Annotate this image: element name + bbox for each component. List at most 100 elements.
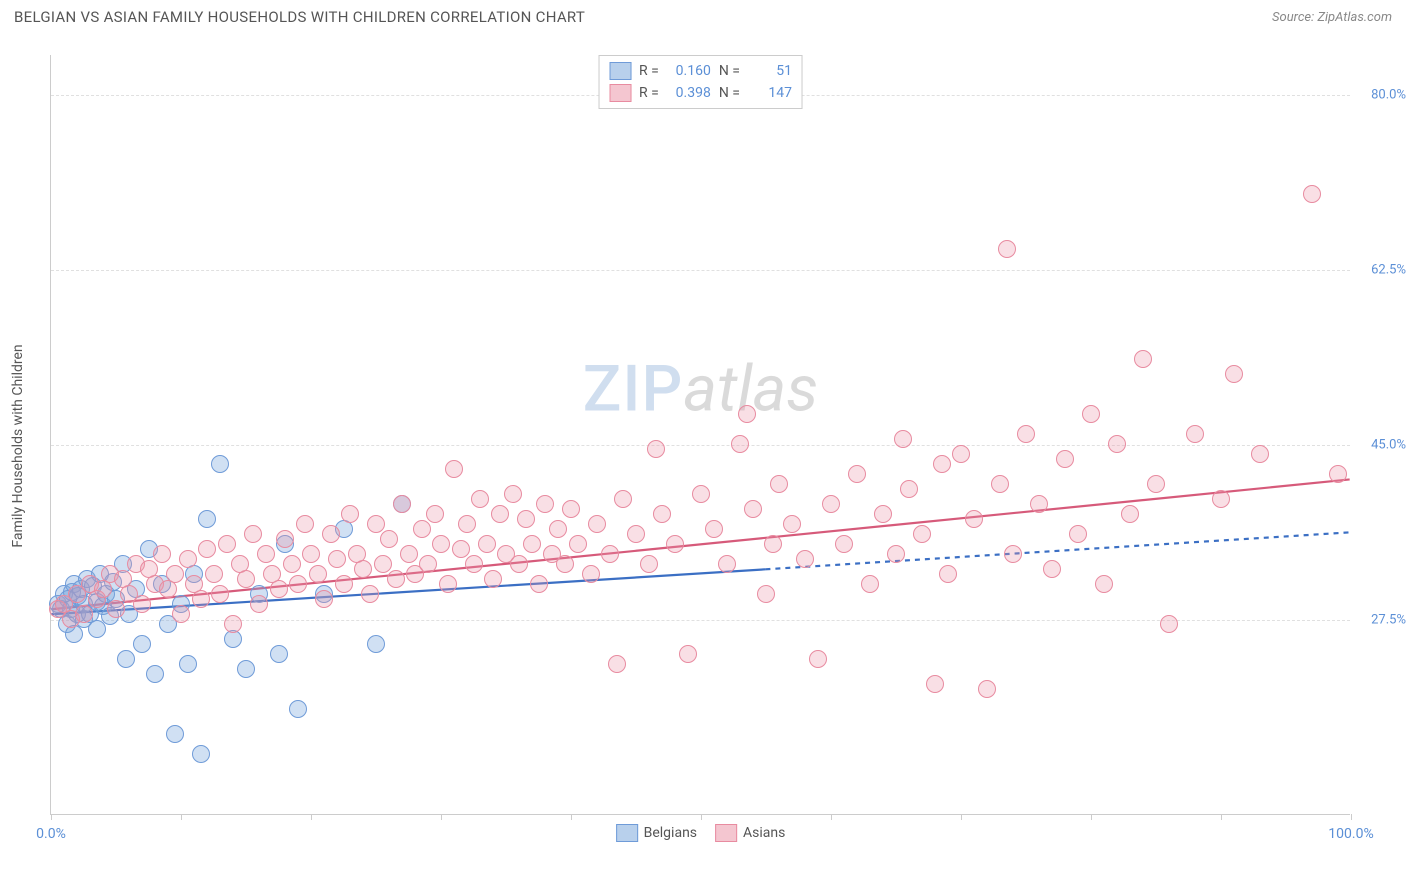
scatter-point-asians <box>302 545 320 563</box>
scatter-point-asians <box>913 525 931 543</box>
watermark: ZIPatlas <box>583 351 819 426</box>
chart-header: BELGIAN VS ASIAN FAMILY HOUSEHOLDS WITH … <box>0 0 1406 30</box>
n-label: N = <box>719 63 740 79</box>
scatter-point-asians <box>1212 490 1230 508</box>
legend-row-asians: R = 0.398 N = 147 <box>609 82 792 104</box>
scatter-point-asians <box>530 575 548 593</box>
scatter-point-asians <box>276 530 294 548</box>
scatter-point-asians <box>166 565 184 583</box>
scatter-point-asians <box>770 475 788 493</box>
scatter-point-asians <box>465 555 483 573</box>
scatter-point-asians <box>1030 495 1048 513</box>
scatter-point-asians <box>361 585 379 603</box>
scatter-point-belgians <box>192 745 210 763</box>
scatter-point-asians <box>692 485 710 503</box>
scatter-point-asians <box>783 515 801 533</box>
scatter-point-asians <box>172 605 190 623</box>
scatter-point-asians <box>549 520 567 538</box>
scatter-point-asians <box>887 545 905 563</box>
belgians-label: Belgians <box>644 825 697 841</box>
scatter-point-belgians <box>367 635 385 653</box>
scatter-point-asians <box>939 565 957 583</box>
scatter-point-asians <box>244 525 262 543</box>
y-tick-label: 80.0% <box>1371 88 1406 103</box>
asians-swatch-icon <box>609 84 631 102</box>
scatter-point-asians <box>341 505 359 523</box>
scatter-point-asians <box>1043 560 1061 578</box>
scatter-point-asians <box>445 460 463 478</box>
scatter-point-asians <box>367 515 385 533</box>
scatter-point-asians <box>1095 575 1113 593</box>
scatter-point-asians <box>452 540 470 558</box>
scatter-point-asians <box>380 530 398 548</box>
scatter-point-asians <box>738 405 756 423</box>
scatter-point-belgians <box>133 635 151 653</box>
scatter-point-asians <box>965 510 983 528</box>
scatter-point-asians <box>198 540 216 558</box>
asians-r-value: 0.398 <box>667 85 711 101</box>
scatter-point-asians <box>757 585 775 603</box>
scatter-point-asians <box>107 600 125 618</box>
scatter-point-asians <box>666 535 684 553</box>
scatter-point-asians <box>679 645 697 663</box>
scatter-point-asians <box>647 440 665 458</box>
source-name: ZipAtlas.com <box>1317 10 1392 25</box>
scatter-point-asians <box>705 520 723 538</box>
y-axis-label: Family Households with Children <box>10 344 26 547</box>
scatter-point-asians <box>731 435 749 453</box>
scatter-point-asians <box>400 545 418 563</box>
belgians-swatch-icon <box>616 824 638 842</box>
gridline <box>51 270 1350 271</box>
asians-n-value: 147 <box>748 85 792 101</box>
scatter-point-asians <box>562 500 580 518</box>
scatter-point-asians <box>432 535 450 553</box>
scatter-point-asians <box>510 555 528 573</box>
scatter-point-asians <box>1056 450 1074 468</box>
scatter-point-asians <box>471 490 489 508</box>
scatter-point-asians <box>848 465 866 483</box>
scatter-point-asians <box>484 570 502 588</box>
scatter-point-belgians <box>166 725 184 743</box>
scatter-point-asians <box>387 570 405 588</box>
scatter-point-asians <box>614 490 632 508</box>
scatter-point-asians <box>517 510 535 528</box>
scatter-point-asians <box>237 570 255 588</box>
x-tick <box>961 814 962 820</box>
scatter-point-asians <box>1303 185 1321 203</box>
scatter-point-asians <box>874 505 892 523</box>
scatter-point-asians <box>998 240 1016 258</box>
scatter-point-asians <box>257 545 275 563</box>
belgians-r-value: 0.160 <box>667 63 711 79</box>
x-tick <box>571 814 572 820</box>
scatter-point-asians <box>504 485 522 503</box>
source-prefix: Source: <box>1272 10 1317 25</box>
scatter-point-asians <box>289 575 307 593</box>
x-tick <box>441 814 442 820</box>
correlation-legend: R = 0.160 N = 51 R = 0.398 N = 147 <box>598 55 803 109</box>
scatter-point-asians <box>75 605 93 623</box>
scatter-point-asians <box>1004 545 1022 563</box>
scatter-point-asians <box>608 655 626 673</box>
scatter-point-asians <box>809 650 827 668</box>
r-label: R = <box>639 63 659 79</box>
scatter-point-asians <box>1017 425 1035 443</box>
x-tick <box>701 814 702 820</box>
scatter-point-asians <box>640 555 658 573</box>
scatter-point-asians <box>205 565 223 583</box>
scatter-point-asians <box>822 495 840 513</box>
scatter-point-asians <box>991 475 1009 493</box>
scatter-point-asians <box>582 565 600 583</box>
scatter-point-asians <box>1121 505 1139 523</box>
scatter-point-asians <box>335 575 353 593</box>
y-tick-label: 45.0% <box>1371 438 1406 453</box>
scatter-point-asians <box>894 430 912 448</box>
scatter-point-asians <box>952 445 970 463</box>
watermark-zip: ZIP <box>583 351 684 426</box>
scatter-point-belgians <box>117 650 135 668</box>
scatter-point-asians <box>1134 350 1152 368</box>
scatter-point-belgians <box>289 700 307 718</box>
x-tick <box>1091 814 1092 820</box>
scatter-point-asians <box>478 535 496 553</box>
scatter-point-asians <box>764 535 782 553</box>
scatter-point-belgians <box>179 655 197 673</box>
